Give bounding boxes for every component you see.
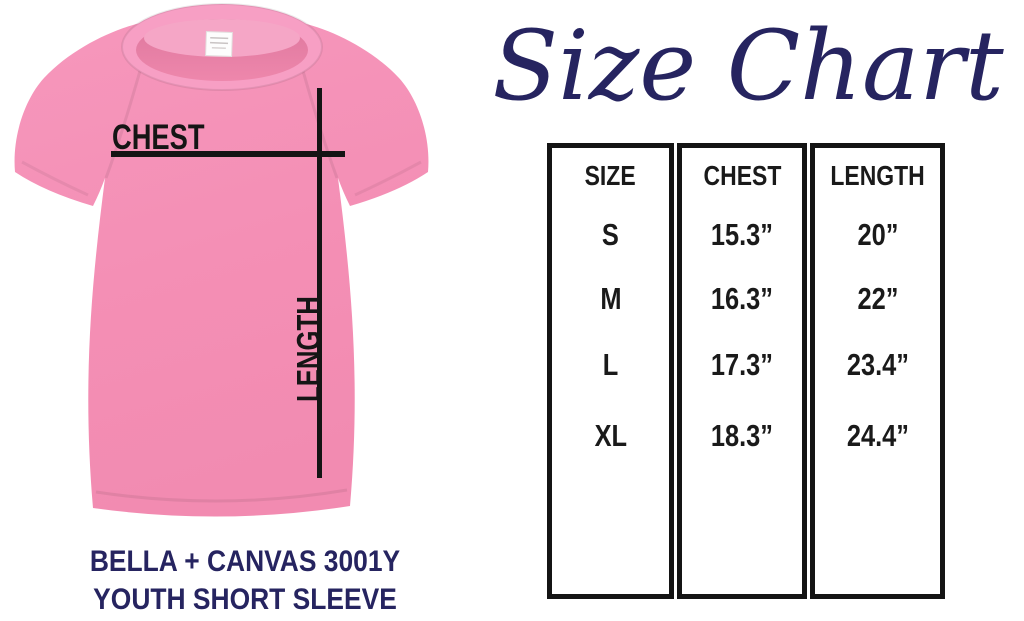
- bottom-hem-stitch: [95, 488, 348, 503]
- size-column-header: SIZE: [584, 160, 637, 191]
- left-sleeve-hem-stitch: [21, 160, 89, 197]
- tshirt-body: [14, 22, 429, 517]
- length-cell-xl: 24.4”: [846, 418, 909, 453]
- length-column: LENGTH 20” 22” 23.4” 24.4”: [810, 143, 945, 599]
- chest-cell-s: 15.3”: [710, 217, 774, 252]
- chest-measure-line: [111, 151, 345, 157]
- length-measure-label: LENGTH: [290, 296, 327, 402]
- length-cell-l: 23.4”: [846, 347, 909, 382]
- neck-tag: [205, 31, 233, 57]
- tshirt-graphic: [14, 3, 429, 517]
- chest-column: CHEST 15.3” 16.3” 17.3” 18.3”: [677, 143, 807, 599]
- product-name-line: BELLA + CANVAS 3001Y: [89, 545, 401, 578]
- size-cell-xl: XL: [594, 418, 627, 453]
- chest-cell-xl: 18.3”: [710, 418, 774, 453]
- size-cell-s: S: [602, 217, 619, 252]
- product-caption: BELLA + CANVAS 3001Y YOUTH SHORT SLEEVE: [25, 543, 465, 619]
- chest-column-header: CHEST: [703, 160, 781, 191]
- size-cell-l: L: [602, 347, 619, 382]
- page-title: Size Chart: [492, 10, 1004, 122]
- length-cell-s: 20”: [856, 217, 898, 252]
- right-sleeve-hem-stitch: [354, 160, 422, 197]
- tshirt-photo: CHEST LENGTH: [0, 0, 470, 525]
- length-column-header: LENGTH: [830, 160, 925, 191]
- chest-cell-m: 16.3”: [710, 280, 774, 316]
- size-column: SIZE S M L XL: [547, 143, 674, 599]
- size-cell-m: M: [599, 280, 622, 316]
- length-measure-line: [317, 88, 322, 478]
- product-type-line: YOUTH SHORT SLEEVE: [93, 583, 397, 616]
- length-cell-m: 22”: [856, 280, 898, 316]
- chest-cell-l: 17.3”: [710, 347, 774, 382]
- chest-measure-label: CHEST: [112, 118, 205, 157]
